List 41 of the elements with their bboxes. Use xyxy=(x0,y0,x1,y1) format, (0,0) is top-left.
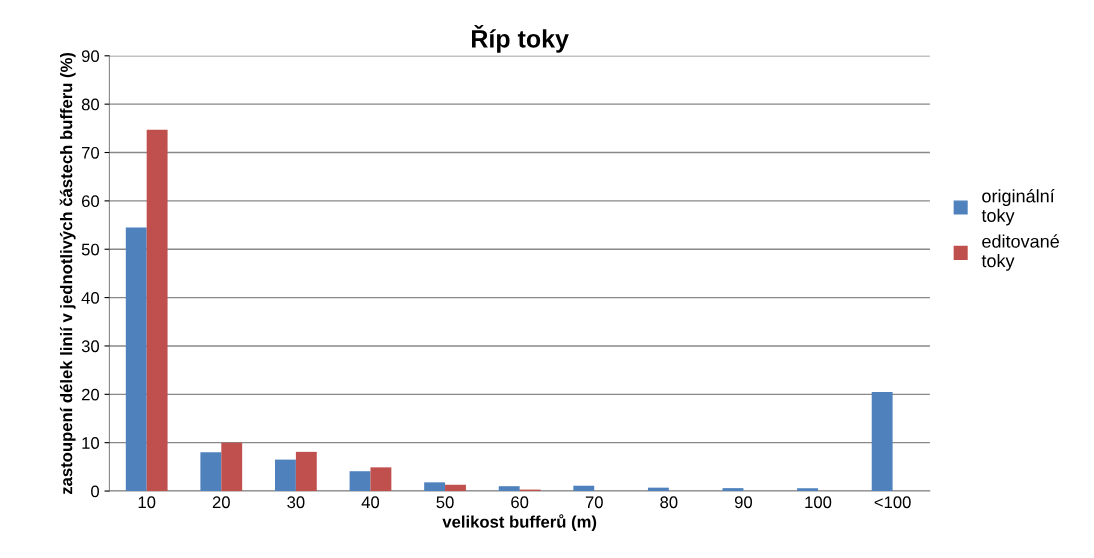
bar xyxy=(722,488,744,492)
bar xyxy=(295,451,317,492)
y-tick-label: 80 xyxy=(81,98,100,111)
y-tick-label: 0 xyxy=(91,485,100,498)
y-tick-label: 20 xyxy=(81,388,100,401)
chart-title: Říp toky xyxy=(472,25,569,53)
y-tick-label: 40 xyxy=(81,292,100,304)
bar xyxy=(274,459,296,492)
y-tick-label: 90 xyxy=(81,50,100,62)
x-tick-label: 30 xyxy=(287,496,305,509)
x-tick-label: 70 xyxy=(585,496,603,509)
x-tick-label: 80 xyxy=(660,496,678,509)
x-tick-label: 50 xyxy=(436,496,454,509)
bar xyxy=(349,471,371,492)
bar xyxy=(424,482,446,492)
y-tick-label: 50 xyxy=(81,243,100,256)
legend-label: editované toky xyxy=(981,234,1059,271)
x-axis-title: velikost bufferů (m) xyxy=(442,514,597,532)
bar xyxy=(573,485,595,492)
x-tick-label: 10 xyxy=(138,496,156,509)
bar xyxy=(498,486,520,492)
bar xyxy=(370,467,392,492)
bar xyxy=(146,129,168,492)
bar xyxy=(797,488,819,492)
bar xyxy=(445,484,466,492)
x-tick-label: 100 xyxy=(805,496,832,509)
y-tick-label: 30 xyxy=(81,340,100,353)
y-tick-label: 10 xyxy=(82,437,100,449)
x-tick-label: 90 xyxy=(734,496,753,509)
y-axis-title: zastoupení délek linií v jednotlivých částech bufferu (%) xyxy=(59,52,76,495)
x-tick-label: <100 xyxy=(874,496,911,509)
bar xyxy=(871,391,893,492)
bar xyxy=(221,442,243,492)
y-tick-label: 60 xyxy=(81,195,100,208)
y-tick-label: 70 xyxy=(82,146,100,159)
x-tick-label: 40 xyxy=(361,496,380,509)
legend-label: originální toky xyxy=(981,189,1055,226)
x-tick-label: 20 xyxy=(212,496,230,509)
bar xyxy=(200,452,222,492)
x-tick-label: 60 xyxy=(511,496,529,509)
bar xyxy=(125,227,147,492)
